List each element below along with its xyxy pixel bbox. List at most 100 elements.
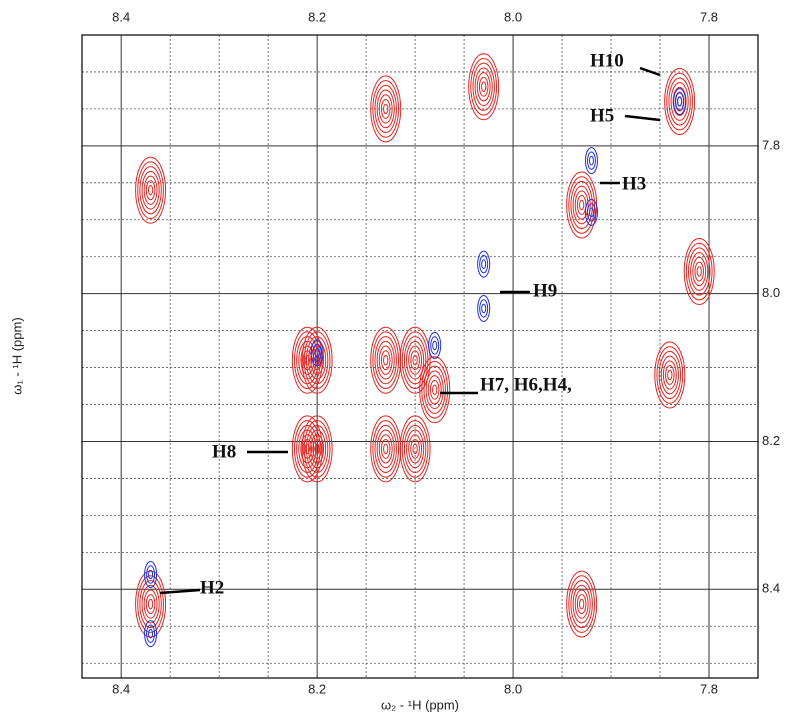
- contour: [677, 96, 683, 107]
- contour: [474, 67, 493, 107]
- annotation: H3: [622, 173, 646, 194]
- contour: [374, 336, 397, 385]
- contour: [428, 331, 442, 359]
- peak: [399, 415, 431, 483]
- contour: [481, 81, 487, 92]
- contour: [470, 57, 498, 116]
- contour: [401, 420, 429, 478]
- peak: [428, 331, 442, 359]
- contour: [670, 82, 689, 121]
- contour: [301, 326, 333, 394]
- contour: [148, 628, 154, 639]
- contour: [481, 303, 487, 314]
- contour: [586, 151, 596, 170]
- contour: [579, 199, 585, 211]
- contour: [378, 94, 393, 124]
- contour: [683, 238, 715, 306]
- contour: [312, 350, 322, 371]
- contour: [408, 345, 423, 375]
- contour: [412, 354, 418, 366]
- contour: [310, 339, 324, 367]
- contour: [300, 434, 315, 464]
- contour: [656, 346, 684, 404]
- contour: [675, 92, 685, 111]
- annotation: H9: [533, 280, 557, 301]
- contour: [303, 331, 331, 389]
- contour: [429, 379, 440, 400]
- peak: [683, 238, 715, 306]
- contour: [572, 185, 591, 225]
- contour: [370, 75, 402, 143]
- contour: [300, 345, 315, 375]
- contour: [310, 434, 325, 464]
- contour: [148, 569, 154, 580]
- contour: [668, 77, 691, 126]
- y-tick-label: 8.0: [762, 285, 780, 300]
- peak: [654, 341, 686, 409]
- contour: [430, 336, 440, 355]
- peak: [144, 620, 158, 648]
- contour: [301, 415, 333, 483]
- contour: [310, 345, 325, 375]
- contour: [141, 584, 160, 624]
- contour: [137, 575, 164, 633]
- contour: [688, 247, 711, 296]
- contour: [374, 84, 397, 133]
- x-tick-label: 8.2: [308, 9, 326, 24]
- contour: [378, 345, 393, 375]
- contour: [376, 89, 395, 129]
- leader-line: [639, 66, 661, 77]
- peak: [566, 171, 598, 239]
- contour: [370, 326, 402, 394]
- contour: [478, 76, 489, 97]
- x-axis-title: ω₂ - ¹H (ppm): [381, 697, 459, 712]
- contour: [584, 147, 598, 175]
- annotation: H8: [212, 441, 236, 462]
- contour: [143, 589, 158, 619]
- contour: [476, 72, 491, 102]
- contour: [408, 434, 423, 464]
- contour: [423, 365, 446, 414]
- contour: [372, 80, 400, 138]
- contour: [406, 429, 425, 469]
- peak: [468, 53, 500, 121]
- peak: [301, 415, 333, 483]
- contour: [692, 256, 707, 287]
- peak: [135, 570, 167, 638]
- contour: [576, 195, 587, 215]
- contour: [574, 190, 589, 220]
- contour: [660, 355, 679, 395]
- contour: [588, 207, 594, 218]
- contour: [145, 594, 156, 615]
- peak: [566, 570, 598, 638]
- x-tick-label: 7.8: [700, 681, 718, 696]
- peak: [477, 250, 491, 278]
- contour: [383, 443, 389, 455]
- contour: [410, 350, 420, 371]
- x-tick-label: 8.0: [504, 9, 522, 24]
- contour: [378, 434, 393, 464]
- contour: [586, 203, 596, 222]
- peak: [370, 415, 402, 483]
- contour: [308, 429, 327, 469]
- contour: [588, 155, 594, 166]
- contour: [303, 420, 331, 478]
- contour: [654, 341, 686, 409]
- plot-frame: [81, 34, 759, 679]
- contour: [568, 575, 596, 633]
- contour: [144, 561, 158, 589]
- contour: [135, 156, 167, 224]
- contour: [664, 68, 696, 136]
- peak: [673, 88, 687, 116]
- contour: [305, 336, 329, 385]
- contour: [468, 53, 500, 121]
- peak: [135, 156, 167, 224]
- contour: [139, 580, 162, 629]
- contour: [146, 624, 156, 643]
- peak: [144, 561, 158, 589]
- contour: [293, 420, 321, 478]
- contour: [372, 331, 400, 389]
- contour: [370, 415, 402, 483]
- annotation: H5: [590, 105, 614, 126]
- contour: [667, 369, 673, 381]
